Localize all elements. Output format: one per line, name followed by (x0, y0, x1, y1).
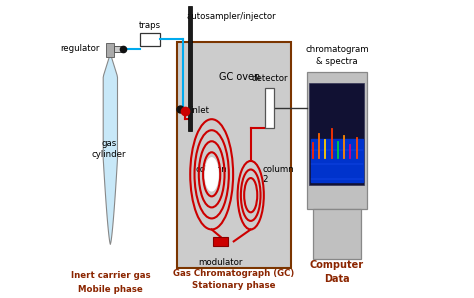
Text: Stationary phase: Stationary phase (192, 281, 276, 290)
Text: column
2: column 2 (262, 164, 294, 184)
Bar (213, 237, 228, 246)
Bar (265, 88, 274, 128)
Ellipse shape (247, 186, 255, 205)
Bar (114, 46, 123, 52)
Text: Computer: Computer (310, 260, 364, 270)
Bar (188, 6, 192, 131)
Text: GC oven: GC oven (219, 72, 260, 82)
Ellipse shape (237, 159, 264, 231)
Bar (177, 42, 291, 268)
Bar (140, 33, 160, 46)
Bar (311, 139, 363, 182)
Text: & spectra: & spectra (316, 57, 358, 66)
Polygon shape (103, 54, 118, 244)
Text: inlet: inlet (190, 106, 209, 115)
Bar (107, 43, 114, 57)
Text: chromatogram: chromatogram (305, 45, 369, 54)
Text: Inert carrier gas: Inert carrier gas (71, 271, 150, 280)
Text: traps: traps (139, 21, 161, 30)
Bar (313, 209, 361, 259)
Text: modulator: modulator (199, 258, 243, 267)
Text: Mobile phase: Mobile phase (78, 285, 143, 294)
Text: detector: detector (252, 74, 288, 83)
Text: column
1: column 1 (196, 164, 228, 184)
Bar (307, 72, 366, 209)
Text: Data: Data (324, 274, 350, 284)
Text: Gas Chromatograph (GC): Gas Chromatograph (GC) (173, 269, 295, 278)
Bar (310, 83, 364, 185)
Ellipse shape (189, 117, 234, 232)
Text: regulator: regulator (61, 44, 100, 53)
Ellipse shape (205, 158, 218, 191)
Text: gas
cylinder: gas cylinder (91, 139, 126, 159)
Text: autosampler/injector: autosampler/injector (186, 12, 276, 21)
